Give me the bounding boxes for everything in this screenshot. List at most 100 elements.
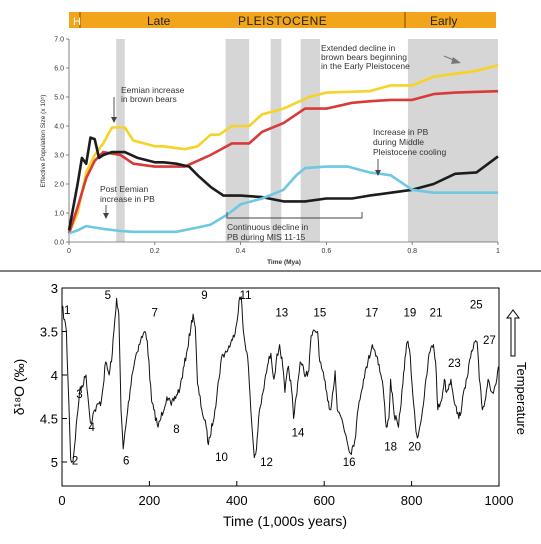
top-axis-ticks: 0 0.2 0.4 0.6 0.8 1 0.0 1.0 2.0 3.0 4.0 5.0 6.0 7.0 [54,37,500,256]
top-series-line-3 [67,136,499,231]
bottom-y-axis-label: δ¹⁸O (‰) [11,359,27,415]
top-y-tick-label: 6.0 [54,66,64,73]
bottom-y-tick-label: 3 [51,281,58,296]
mis-stage-label: 18 [384,441,397,453]
mis-stage-label: 15 [313,307,326,319]
temperature-arrow-icon [506,309,520,357]
top-y-tick-label: 0.0 [54,240,64,247]
mis-stage-label: 13 [275,307,288,319]
arrowhead-extended-decline [451,57,461,64]
shaded-interval-3 [270,39,282,242]
annotation-line: Increase in PB [373,127,429,137]
top-y-axis-label: Effective Population Size (x 10⁵) [40,95,47,188]
banner-early-label: Early [430,14,457,28]
top-x-axis-label: Time (Mya) [267,259,301,266]
top-y-tick-label: 1.0 [54,211,64,218]
delta18o-curve [61,296,500,463]
bracket-mis-11-15 [226,212,363,219]
top-series-line-2 [67,89,499,234]
mis-stage-label: 8 [173,424,179,436]
bottom-axis-ticks: 0 200 400 600 800 1000 3 3.5 4 4.5 5 [40,281,514,508]
mis-stage-label: 14 [292,427,305,439]
mis-stage-label: 11 [240,290,252,302]
top-chart: H Late PLEISTOCENE Early 0 0.2 0.4 0.6 0.8 1 0… [40,12,500,266]
top-x-tick-label: 0 [67,248,71,255]
annotation-extended-decline: Extended decline in brown bears beginnin… [321,43,410,71]
mis-stage-label: 7 [151,307,157,319]
annotation-line: Eemian increase [121,85,185,95]
bottom-y-tick-label: 3.5 [40,325,58,340]
mis-stage-label: 17 [365,307,378,319]
mis-stage-label: 21 [430,307,443,319]
arrowhead-eemian-brown [111,117,117,123]
annotation-line: brown bears beginning [321,52,407,62]
annotation-line: during Middle [373,137,424,147]
epoch-banner [69,12,496,28]
mis-stage-label: 3 [76,389,82,401]
mis-stage-label: 2 [72,455,78,467]
top-series-line-1 [67,63,499,234]
top-x-tick-label: 0.4 [236,248,246,255]
banner-pleistocene-label: PLEISTOCENE [238,14,327,28]
shaded-periods [116,39,498,242]
bottom-x-tick-label: 400 [226,493,248,508]
mis-stage-label: 1 [64,305,70,317]
mis-stage-label: 27 [483,335,496,347]
bottom-x-tick-label: 600 [313,493,335,508]
bottom-x-tick-label: 0 [58,493,65,508]
bottom-x-tick-label: 1000 [485,493,514,508]
bottom-y-tick-label: 5 [51,455,58,470]
shaded-interval-1 [116,39,125,242]
annotation-line: in the Early Pleistocene [321,61,410,71]
arrowhead-post-eemian [103,213,109,219]
top-y-tick-label: 2.0 [54,182,64,189]
mis-stage-label: 19 [403,307,416,319]
arrowhead-pb-increase [375,170,381,176]
top-x-tick-label: 0.6 [322,248,332,255]
shaded-interval-2 [225,39,250,242]
mis-stage-label: 5 [105,290,111,302]
annotation-post-eemian: Post Eemian increase in PB [100,184,155,204]
annotation-line: in brown bears [121,94,177,104]
top-y-tick-label: 3.0 [54,153,64,160]
mis-stage-label: 9 [201,290,207,302]
top-y-tick-label: 4.0 [54,124,64,131]
bottom-y-tick-label: 4.5 [40,412,58,427]
mis-stage-label: 25 [470,300,483,312]
mis-stage-label: 23 [448,358,461,370]
bottom-x-tick-label: 200 [139,493,161,508]
mis-stage-label: 6 [123,455,129,467]
mis-stage-label: 4 [89,422,96,434]
banner-late-label: Late [147,14,171,28]
annotation-line: Pleistocene cooling [373,147,447,157]
shaded-interval-4 [300,39,320,242]
bottom-series-line [61,296,500,463]
mis-stage-label: 10 [215,452,228,464]
banner-h-label: H [73,16,81,28]
bottom-plot-frame [61,287,500,487]
mis-stage-label: 20 [408,441,421,453]
annotation-line: Extended decline in [321,43,395,53]
top-x-tick-label: 0.2 [150,248,160,255]
bottom-x-axis-label: Time (1,000s years) [223,513,347,529]
annotation-line: Post Eemian [100,184,148,194]
mis-stage-label: 16 [343,457,356,469]
temperature-label: Temperature [514,362,529,435]
top-x-tick-label: 0.8 [407,248,417,255]
annotation-line: PB during MIS 11-15 [227,232,306,242]
annotation-line: increase in PB [100,194,155,204]
top-series-lines [67,63,499,235]
annotation-continuous-decline: Continuous decline in PB during MIS 11-1… [227,222,309,242]
top-series-line-4 [68,165,498,235]
bottom-y-tick-label: 4 [51,368,58,383]
top-x-tick-label: 1 [496,248,500,255]
bottom-x-tick-label: 800 [401,493,423,508]
mis-stage-label: 12 [260,457,273,469]
annotation-line: Continuous decline in [227,222,309,232]
annotation-eemian-brown: Eemian increase in brown bears [121,85,185,104]
top-y-tick-label: 7.0 [54,37,64,44]
annotation-pb-increase: Increase in PB during Middle Pleistocene… [373,127,447,157]
